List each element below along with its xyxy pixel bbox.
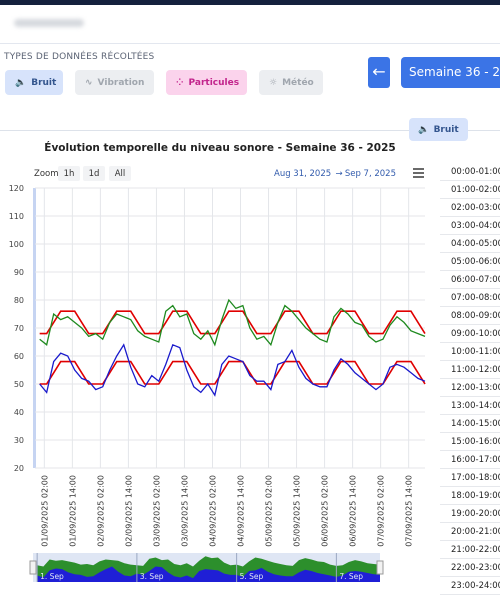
time-slot[interactable]: 23:00-24:00: [440, 577, 500, 595]
x-tick-label: 06/09/2025 02:00: [321, 475, 330, 547]
x-tick-label: 05/09/2025 02:00: [265, 475, 274, 547]
time-slot[interactable]: 02:00-03:00: [440, 199, 500, 217]
filter-label: Météo: [282, 77, 314, 88]
x-tick-label: 07/09/2025 02:00: [377, 475, 386, 547]
filter-button[interactable]: ⁘ Particules: [166, 70, 247, 95]
time-slot[interactable]: 16:00-17:00: [440, 451, 500, 469]
time-slot[interactable]: 09:00-10:00: [440, 325, 500, 343]
series-line: [39, 360, 426, 385]
plot-highlight: [33, 188, 36, 468]
y-tick-label: 90: [14, 268, 24, 277]
zoom-option: 1d: [89, 169, 100, 179]
x-tick-label: 02/09/2025 02:00: [96, 475, 105, 547]
icon: ☼: [269, 77, 278, 88]
navigator-area: [37, 566, 380, 582]
time-slot[interactable]: 06:00-07:00: [440, 271, 500, 289]
time-slot[interactable]: 00:00-01:00: [440, 163, 500, 181]
top-bar: [0, 5, 500, 44]
range-to: Sep 7, 2025: [345, 169, 396, 179]
separator: [0, 130, 500, 131]
x-tick-label: 06/09/2025 14:00: [349, 475, 358, 547]
navigator-handle[interactable]: [376, 560, 384, 575]
filter-label: Particules: [188, 77, 240, 88]
filter-button[interactable]: ∿ Vibration: [75, 70, 154, 95]
icon: ⁘: [176, 77, 184, 88]
time-slot[interactable]: 17:00-18:00: [440, 469, 500, 487]
navigator-label: 1. Sep: [40, 572, 64, 581]
x-tick-label: 01/09/2025 02:00: [40, 475, 49, 547]
icon: 🔈: [418, 124, 430, 135]
menu-button[interactable]: [413, 168, 424, 178]
y-tick-label: 120: [9, 184, 24, 193]
time-slot[interactable]: 10:00-11:00: [440, 343, 500, 361]
time-slot[interactable]: 03:00-04:00: [440, 217, 500, 235]
blurred-title: [14, 19, 84, 27]
navigator-label: 3. Sep: [140, 572, 164, 581]
time-slot[interactable]: 07:00-08:00: [440, 289, 500, 307]
y-tick-label: 100: [9, 240, 24, 249]
zoom-option: 1h: [64, 169, 75, 179]
time-slot[interactable]: 21:00-22:00: [440, 541, 500, 559]
time-slot[interactable]: 04:00-05:00: [440, 235, 500, 253]
chart: Évolution temporelle du niveau sonore - …: [9, 141, 426, 582]
time-slot[interactable]: 19:00-20:00: [440, 505, 500, 523]
time-slot[interactable]: 05:00-06:00: [440, 253, 500, 271]
icon: ∿: [85, 77, 93, 88]
time-slot-list: 00:00-01:00 01:00-02:00 02:00-03:00 03:00-0…: [440, 163, 500, 595]
y-tick-label: 110: [9, 212, 24, 221]
time-slot[interactable]: 20:00-21:00: [440, 523, 500, 541]
y-tick-label: 50: [14, 380, 24, 389]
range-from: Aug 31, 2025: [274, 169, 331, 179]
time-slot[interactable]: 01:00-02:00: [440, 181, 500, 199]
y-tick-label: 30: [14, 436, 24, 445]
x-tick-label: 01/09/2025 14:00: [68, 475, 77, 547]
filter-label: Bruit: [31, 77, 57, 88]
series-line: [39, 310, 426, 335]
zoom-button[interactable]: [109, 166, 131, 181]
time-slot[interactable]: 18:00-19:00: [440, 487, 500, 505]
y-tick-label: 20: [14, 464, 24, 473]
x-tick-label: 02/09/2025 14:00: [124, 475, 133, 547]
week-button[interactable]: Semaine 36 - 2025: [401, 57, 500, 88]
filters-heading: TYPES DE DONNÉES RÉCOLTÉES: [4, 52, 155, 62]
y-tick-label: 70: [14, 324, 24, 333]
time-slot[interactable]: 08:00-09:00: [440, 307, 500, 325]
x-tick-label: 03/09/2025 14:00: [180, 475, 189, 547]
time-slot[interactable]: 22:00-23:00: [440, 559, 500, 577]
sub-filter-label: Bruit: [433, 124, 459, 135]
time-slot[interactable]: 13:00-14:00: [440, 397, 500, 415]
navigator-handle[interactable]: [29, 560, 37, 575]
time-slot[interactable]: 14:00-15:00: [440, 415, 500, 433]
x-tick-label: 05/09/2025 14:00: [293, 475, 302, 547]
zoom-option: All: [115, 169, 126, 179]
time-slot[interactable]: 12:00-13:00: [440, 379, 500, 397]
y-tick-label: 60: [14, 352, 24, 361]
x-tick-label: 04/09/2025 14:00: [237, 475, 246, 547]
sub-filter-button[interactable]: 🔈 Bruit: [409, 118, 468, 141]
filter-label: Vibration: [97, 77, 145, 88]
filter-button[interactable]: 🔈 Bruit: [5, 70, 63, 95]
zoom-label: Zoom: [34, 169, 59, 179]
navigator-label: 7. Sep: [339, 572, 363, 581]
x-tick-label: 07/09/2025 14:00: [405, 475, 414, 547]
time-slot[interactable]: 11:00-12:00: [440, 361, 500, 379]
top-strip: [0, 0, 500, 5]
time-slot[interactable]: 15:00-16:00: [440, 433, 500, 451]
y-tick-label: 40: [14, 408, 24, 417]
x-tick-label: 04/09/2025 02:00: [208, 475, 217, 547]
icon: 🔈: [15, 77, 27, 88]
zoom-button[interactable]: [83, 166, 105, 181]
back-button[interactable]: ←: [368, 57, 390, 88]
series-line: [39, 343, 426, 397]
chart-title: Évolution temporelle du niveau sonore - …: [44, 141, 395, 154]
navigator-label: 5. Sep: [240, 572, 264, 581]
series-line: [39, 298, 426, 347]
y-tick-label: 80: [14, 296, 24, 305]
zoom-button[interactable]: [58, 166, 80, 181]
filter-button[interactable]: ☼ Météo: [259, 70, 323, 95]
x-tick-label: 03/09/2025 02:00: [152, 475, 161, 547]
range-separator: →: [335, 169, 342, 179]
